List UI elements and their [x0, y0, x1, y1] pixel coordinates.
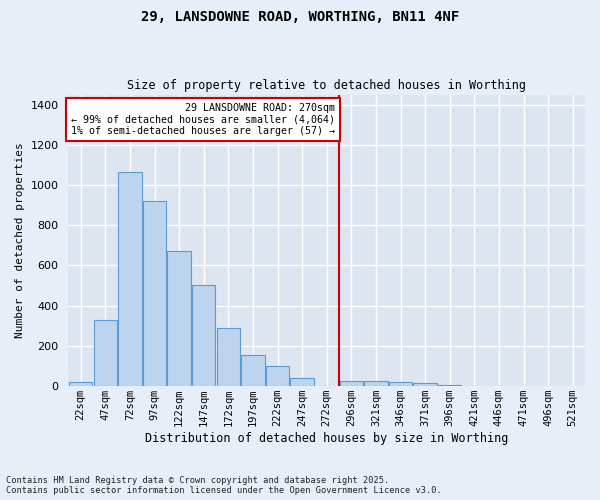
Text: 29 LANSDOWNE ROAD: 270sqm
← 99% of detached houses are smaller (4,064)
1% of sem: 29 LANSDOWNE ROAD: 270sqm ← 99% of detac…: [71, 102, 335, 136]
Bar: [217, 328, 240, 386]
Title: Size of property relative to detached houses in Worthing: Size of property relative to detached ho…: [127, 79, 526, 92]
Bar: [266, 366, 289, 386]
Bar: [143, 201, 166, 386]
Bar: [438, 385, 461, 386]
Bar: [290, 378, 314, 386]
Bar: [167, 252, 191, 386]
X-axis label: Distribution of detached houses by size in Worthing: Distribution of detached houses by size …: [145, 432, 508, 445]
Text: Contains HM Land Registry data © Crown copyright and database right 2025.
Contai: Contains HM Land Registry data © Crown c…: [6, 476, 442, 495]
Bar: [241, 355, 265, 386]
Bar: [69, 382, 92, 386]
Bar: [94, 320, 117, 386]
Bar: [364, 381, 388, 386]
Bar: [340, 381, 363, 386]
Bar: [192, 284, 215, 386]
Text: 29, LANSDOWNE ROAD, WORTHING, BN11 4NF: 29, LANSDOWNE ROAD, WORTHING, BN11 4NF: [141, 10, 459, 24]
Bar: [118, 172, 142, 386]
Bar: [389, 382, 412, 386]
Bar: [413, 383, 437, 386]
Y-axis label: Number of detached properties: Number of detached properties: [15, 142, 25, 338]
